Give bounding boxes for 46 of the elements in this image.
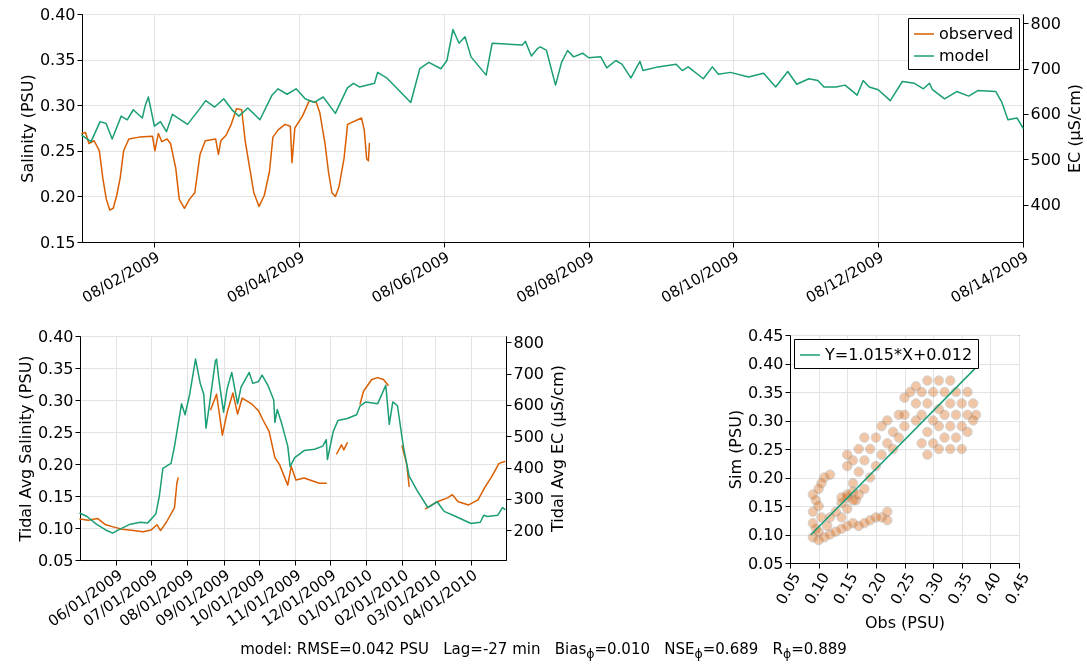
y-tick-label: 0.35 <box>39 50 76 70</box>
y2-axis-title: EC (μS/cm) <box>1065 84 1085 173</box>
y-axis-title: Tidal Avg Salinity (PSU) <box>15 355 35 543</box>
y-tick-label: 0.30 <box>39 95 76 115</box>
y-tick-label: 0.20 <box>747 468 784 487</box>
y-tick-label: 0.10 <box>37 518 74 538</box>
y2-tick-label: 300 <box>513 489 545 509</box>
y2-tick-label: 800 <box>513 332 545 352</box>
y2-tick-label: 700 <box>1030 59 1062 78</box>
y-tick-label: 0.20 <box>37 454 74 474</box>
y-tick-label: 0.15 <box>37 486 74 506</box>
text: model: RMSE=0.042 PSU Lag=-27 min Bias$_{ϕ}$=0.010 NSE$_{ϕ}$=0.689 R$_{ϕ}$=0.889 <box>239 640 848 661</box>
y-tick-label: 0.25 <box>37 422 74 442</box>
y2-tick-label: 400 <box>1030 195 1062 215</box>
y-axis-title: Sim (PSU) <box>725 409 745 490</box>
y2-axis-title: Tidal Avg EC (μS/cm) <box>548 365 568 533</box>
y-tick-label: 0.15 <box>39 232 76 252</box>
y-tick-label: 0.05 <box>37 550 74 570</box>
legend-label: Y=1.015*X+0.012 <box>824 345 973 364</box>
y-axis-title: Salinity (PSU) <box>17 74 37 183</box>
y-tick-label: 0.45 <box>747 325 784 345</box>
y-tick-label: 0.35 <box>37 358 74 378</box>
y2-tick-label: 500 <box>513 426 545 446</box>
y-tick-label: 0.20 <box>39 186 76 206</box>
legend-label: observed <box>939 24 1014 43</box>
y2-tick-label: 800 <box>1030 13 1062 33</box>
y-tick-label: 0.40 <box>39 4 76 24</box>
y-tick-label: 0.40 <box>747 354 784 373</box>
y-tick-label: 0.25 <box>39 141 76 161</box>
y2-tick-label: 500 <box>1030 149 1062 169</box>
y-tick-label: 0.10 <box>747 525 784 544</box>
y2-tick-label: 200 <box>513 520 545 540</box>
line-series <box>81 28 1024 143</box>
y-tick-label: 0.35 <box>747 382 784 402</box>
y-tick-label: 0.15 <box>747 496 784 516</box>
y2-tick-label: 600 <box>1030 104 1062 124</box>
y-tick-label: 0.30 <box>747 411 784 430</box>
y-tick-label: 0.40 <box>37 326 74 346</box>
line-series <box>81 99 371 211</box>
x-axis-title: Obs (PSU) <box>864 612 946 632</box>
y-tick-label: 0.30 <box>37 390 74 410</box>
y-tick-label: 0.25 <box>747 439 784 459</box>
y2-tick-label: 700 <box>513 364 545 384</box>
y2-tick-label: 600 <box>513 395 545 415</box>
y2-tick-label: 400 <box>513 458 545 478</box>
legend-label: model <box>939 46 989 65</box>
